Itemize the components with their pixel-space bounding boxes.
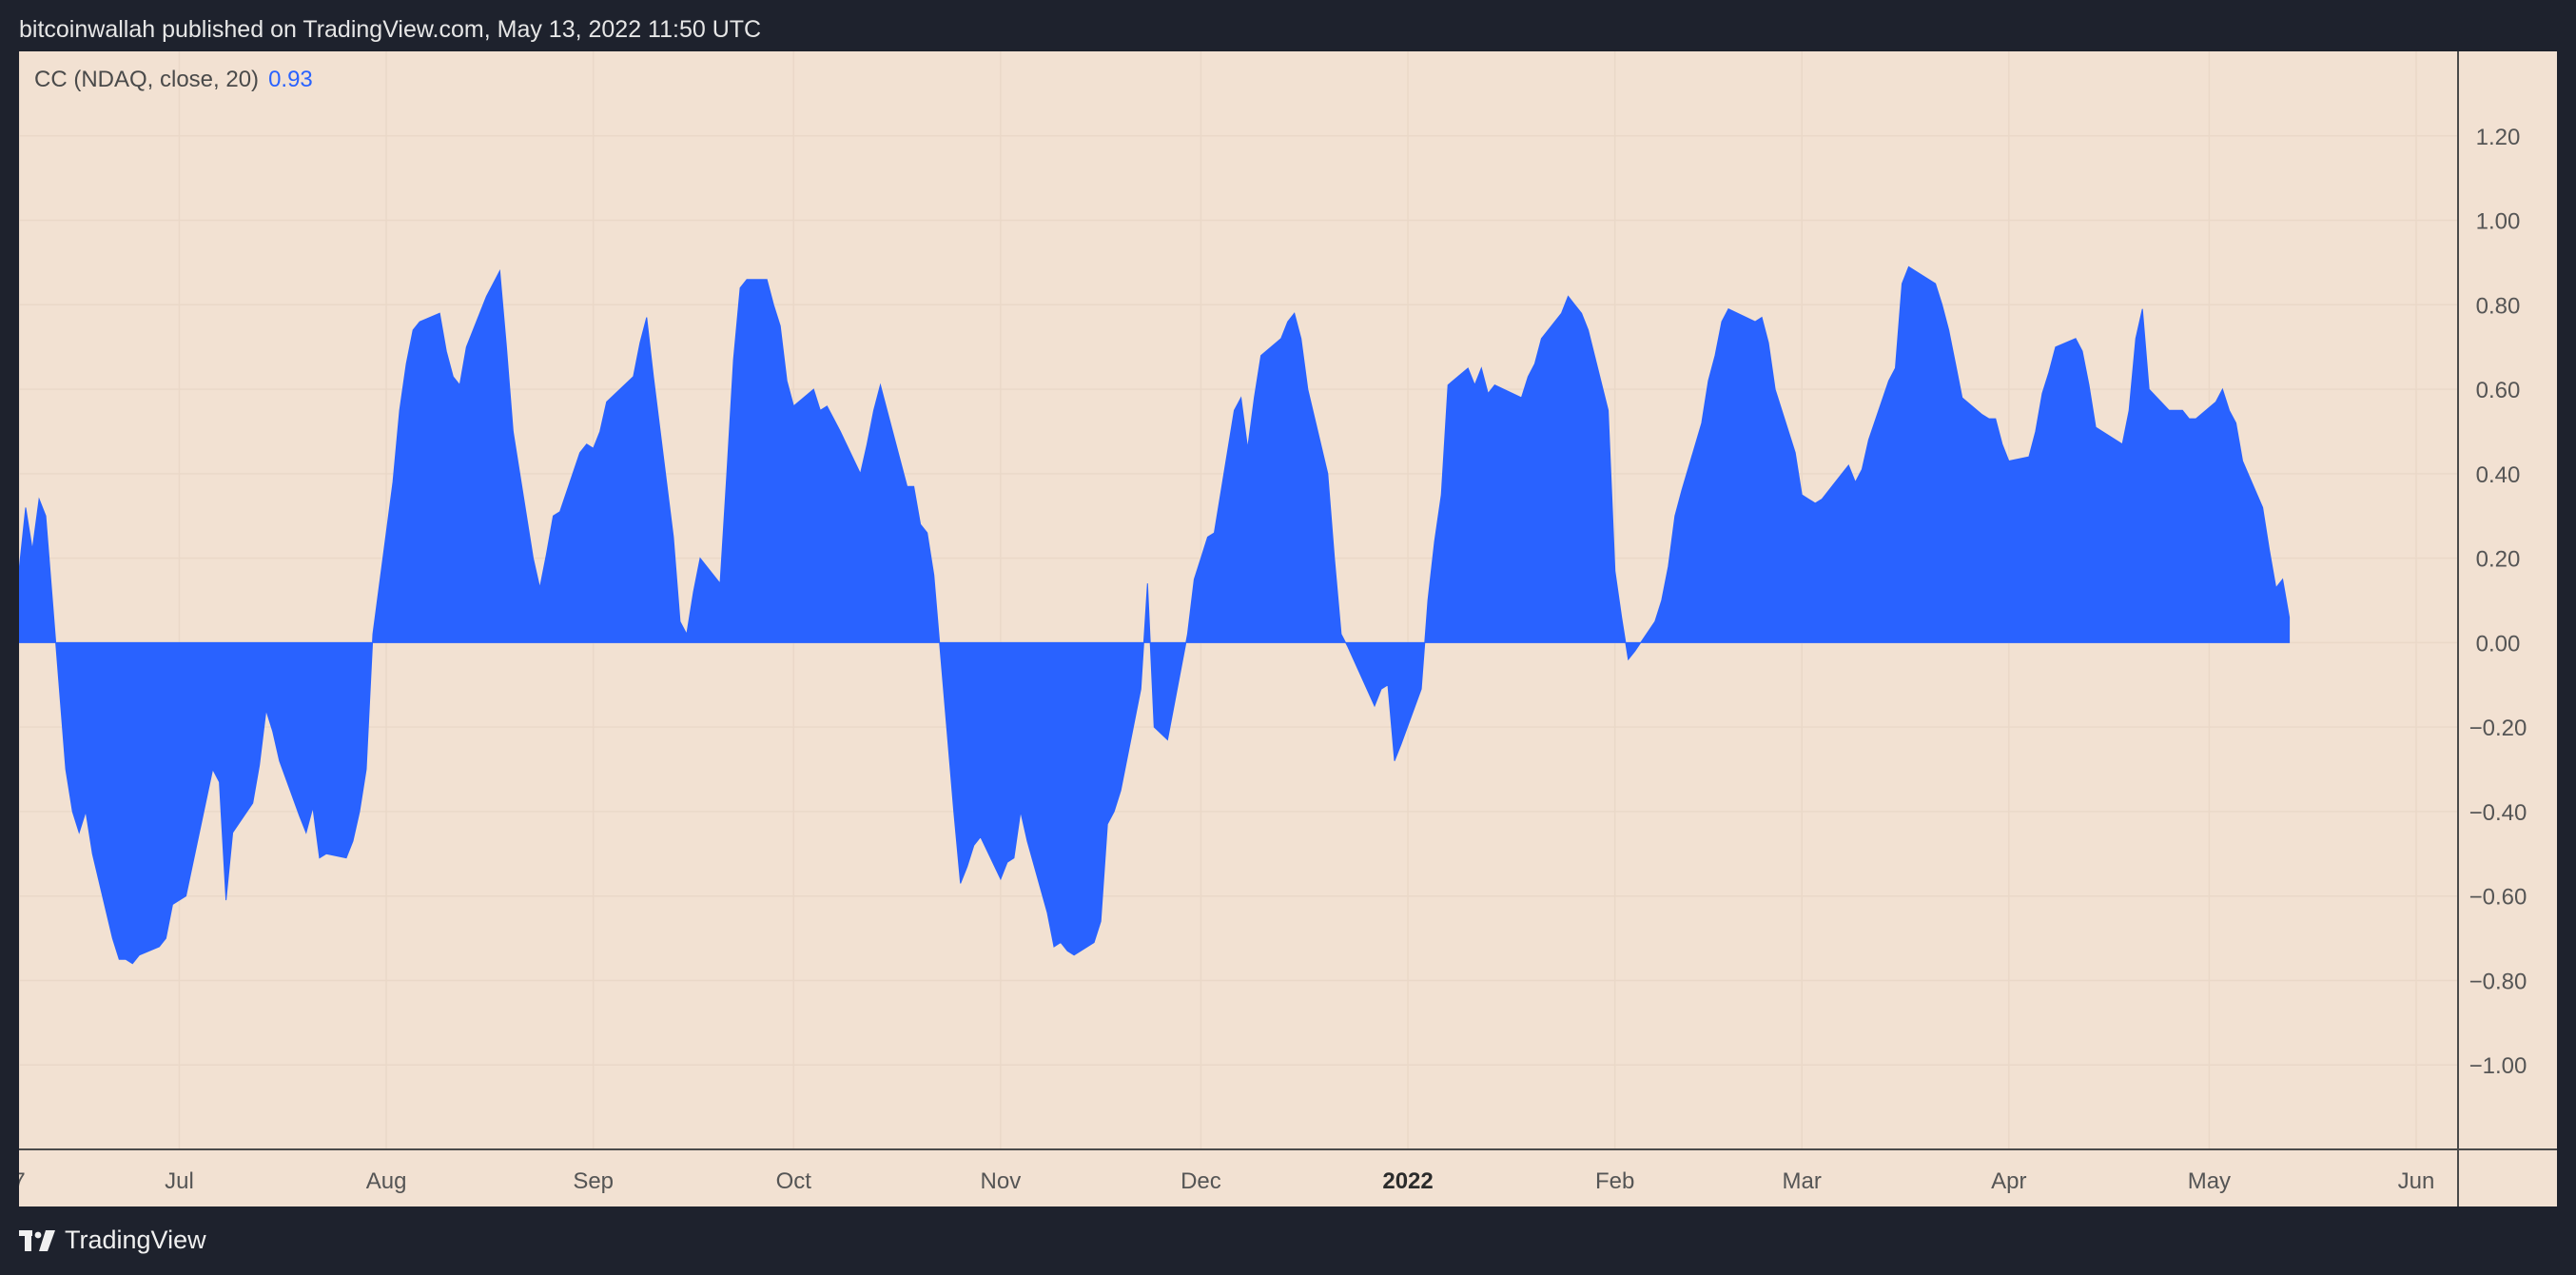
chart-panel[interactable]: 1.20 1.00 0.80 0.60 0.40 0.20 0.00 −0.20 −0.40 −0… (19, 51, 2557, 1206)
y-tick-label: 0.00 (2476, 631, 2521, 657)
footer-brand[interactable]: TradingView (19, 1226, 206, 1255)
y-tick-label: −0.60 (2469, 885, 2527, 911)
x-tick-label: Nov (981, 1168, 1022, 1194)
x-tick-label: Apr (1991, 1168, 2026, 1194)
x-tick-label: Aug (366, 1168, 407, 1194)
x-tick-label: May (2188, 1168, 2231, 1194)
x-tick-label: Jun (2398, 1168, 2435, 1194)
tradingview-logo-icon (19, 1229, 55, 1251)
indicator-label: CC (NDAQ, close, 20) (34, 67, 260, 92)
y-tick-label: 0.60 (2476, 378, 2521, 403)
x-tick-label: Sep (573, 1168, 614, 1194)
y-tick-label: 1.20 (2476, 125, 2521, 150)
y-tick-label: 0.40 (2476, 462, 2521, 488)
correlation-chart[interactable]: 1.20 1.00 0.80 0.60 0.40 0.20 0.00 −0.20 −0.40 −0… (19, 51, 2557, 1206)
correlation-area (19, 265, 2291, 965)
x-tick-label: Dec (1181, 1168, 1221, 1194)
y-tick-label: −0.40 (2469, 800, 2527, 826)
footer-brand-text: TradingView (65, 1226, 206, 1254)
indicator-value: 0.93 (268, 67, 313, 92)
x-tick-label: Jul (165, 1168, 194, 1194)
y-tick-label: 0.20 (2476, 547, 2521, 573)
y-tick-label: −0.20 (2469, 716, 2527, 741)
indicator-legend[interactable]: CC (NDAQ, close, 20) 0.93 (34, 67, 313, 93)
y-tick-label: −1.00 (2469, 1053, 2527, 1079)
x-tick-label: 2022 (1382, 1168, 1433, 1194)
y-tick-label: 1.00 (2476, 209, 2521, 235)
x-tick-label: 7 (19, 1168, 26, 1194)
publisher-line: bitcoinwallah published on TradingView.c… (19, 16, 762, 43)
y-tick-label: 0.80 (2476, 293, 2521, 319)
y-tick-label: −0.80 (2469, 969, 2527, 994)
x-tick-label: Feb (1595, 1168, 1634, 1194)
x-tick-label: Mar (1783, 1168, 1822, 1194)
x-tick-label: Oct (776, 1168, 812, 1194)
